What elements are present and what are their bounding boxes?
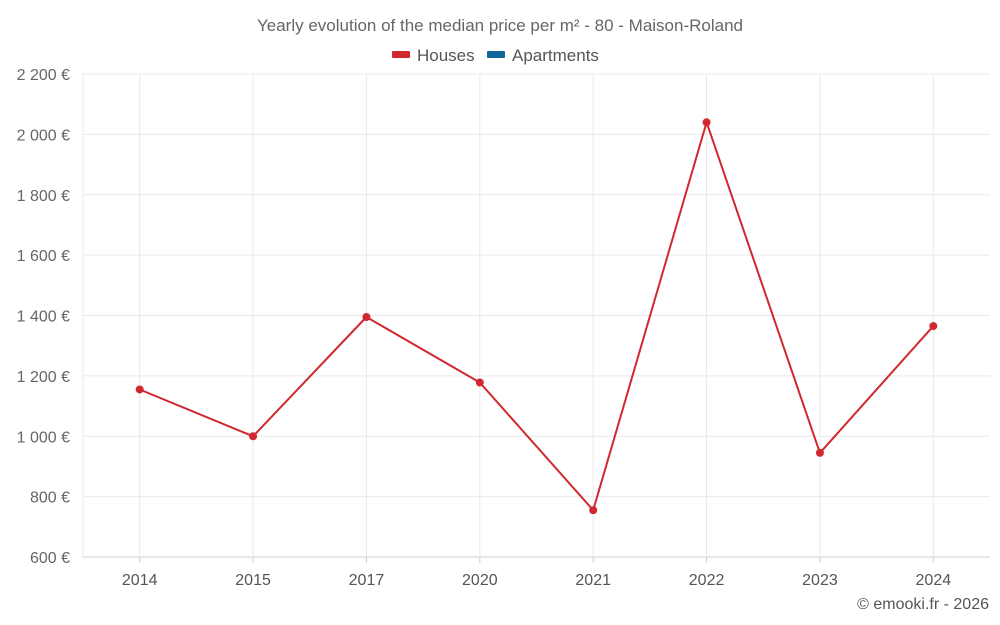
y-tick-label: 2 000 € [17,127,70,144]
x-tick-label: 2017 [349,572,385,589]
x-tick-label: 2020 [462,572,498,589]
y-tick-label: 1 200 € [17,369,70,386]
y-tick-label: 1 400 € [17,309,70,326]
data-point-houses-2022[interactable] [702,118,711,127]
series-layer [135,118,938,515]
x-tick-label: 2023 [802,572,838,589]
legend-item-houses[interactable]: Houses [392,46,475,65]
legend-swatch-apartments [487,51,505,58]
series-line-houses [139,121,935,512]
y-tick-label: 1 000 € [17,429,70,446]
data-point-houses-2024[interactable] [929,322,938,331]
data-point-houses-2020[interactable] [475,378,484,387]
x-tick-label: 2021 [575,572,611,589]
data-point-houses-2017[interactable] [362,313,371,322]
y-tick-label: 1 600 € [17,248,70,265]
legend-item-apartments[interactable]: Apartments [487,46,599,65]
x-tick-label: 2024 [916,572,952,589]
grid-layer [82,73,990,558]
credit-text: © emooki.fr - 2026 [857,596,989,613]
chart-title: Yearly evolution of the median price per… [257,16,743,35]
data-point-houses-2023[interactable] [815,448,824,457]
x-tick-label: 2015 [235,572,271,589]
data-point-houses-2021[interactable] [589,506,598,515]
y-tick-label: 800 € [30,490,70,507]
data-point-houses-2015[interactable] [249,432,258,441]
legend[interactable]: Houses Apartments [392,46,599,65]
axis-layer: 600 € 800 € 1 000 € 1 200 € 1 400 € 1 600 € 1 … [17,67,952,589]
data-point-houses-2014[interactable] [135,385,144,394]
legend-label-houses: Houses [417,46,475,65]
legend-label-apartments: Apartments [512,46,599,65]
y-tick-label: 2 200 € [17,67,70,84]
legend-swatch-houses [392,51,410,58]
y-tick-label: 1 800 € [17,188,70,205]
x-tick-label: 2014 [122,572,158,589]
x-tick-label: 2022 [689,572,725,589]
y-tick-label: 600 € [30,550,70,567]
